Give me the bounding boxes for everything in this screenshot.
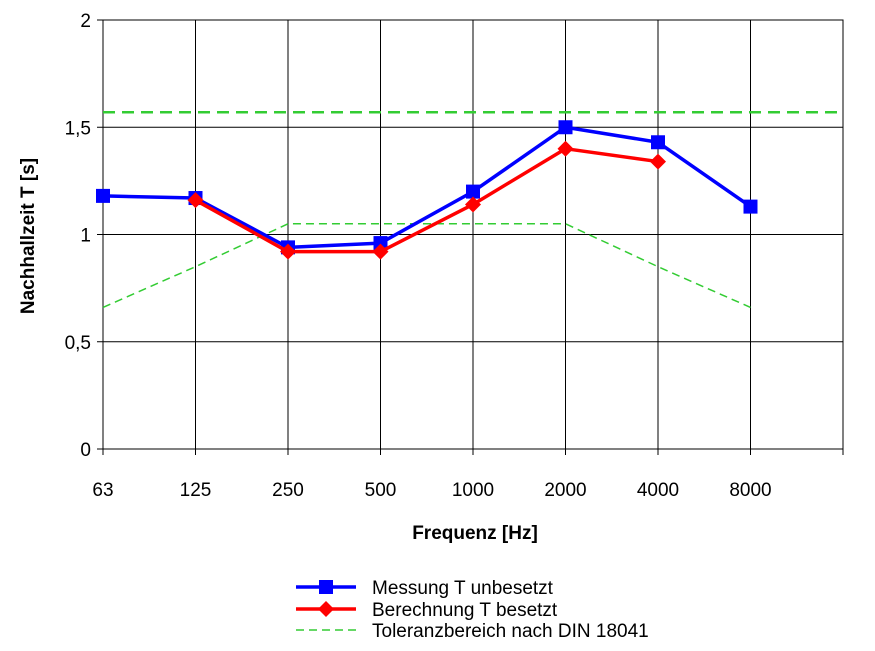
data-point xyxy=(373,236,388,251)
series-line xyxy=(194,146,659,254)
legend-marker xyxy=(319,580,333,594)
x-axis-title: Frequenz [Hz] xyxy=(412,523,538,544)
y-tick-label: 0 xyxy=(80,440,91,461)
data-point xyxy=(557,140,574,157)
x-tick-label: 4000 xyxy=(637,480,679,501)
x-tick-label: 250 xyxy=(272,480,304,501)
data-point xyxy=(466,184,480,199)
data-point xyxy=(465,196,481,213)
y-tick-label: 1 xyxy=(80,226,91,247)
x-tick-label: 2000 xyxy=(544,480,586,501)
legend-item-1: Messung T unbesetzt xyxy=(296,578,554,599)
data-point xyxy=(651,135,665,150)
data-point xyxy=(96,188,110,203)
legend-item-3: Toleranzbereich nach DIN 18041 xyxy=(296,621,649,642)
y-tick-label: 1,5 xyxy=(65,118,91,139)
legend-marker xyxy=(318,601,334,617)
x-tick-label: 500 xyxy=(365,480,397,501)
x-tick-label: 1000 xyxy=(452,480,494,501)
data-point xyxy=(187,192,204,209)
plot-area xyxy=(97,19,844,455)
series-2 xyxy=(187,140,666,260)
tolerance-band xyxy=(102,110,843,309)
data-point xyxy=(372,243,389,260)
x-tick-label: 63 xyxy=(92,480,113,501)
legend-label: Toleranzbereich nach DIN 18041 xyxy=(372,621,649,642)
y-axis-ticks: 0 0,5 1 1,5 2 xyxy=(65,11,91,461)
y-axis-title: Nachhallzeit T [s] xyxy=(18,158,39,314)
legend-label: Berechnung T besetzt xyxy=(372,600,558,621)
data-point xyxy=(650,153,666,170)
y-tick-label: 0,5 xyxy=(65,333,91,354)
y-tick-label: 2 xyxy=(80,11,91,32)
data-point xyxy=(558,120,573,135)
data-point xyxy=(280,243,296,260)
tolerance-lower-line xyxy=(102,223,751,309)
series-line xyxy=(102,125,752,250)
legend-item-2: Berechnung T besetzt xyxy=(296,600,558,621)
x-tick-label: 8000 xyxy=(729,480,771,501)
data-point xyxy=(743,199,758,214)
legend-label: Messung T unbesetzt xyxy=(372,578,554,599)
series-layer xyxy=(96,120,758,260)
x-axis-ticks: 63 125 250 500 1000 2000 4000 8000 xyxy=(92,480,771,501)
x-tick-label: 125 xyxy=(180,480,212,501)
